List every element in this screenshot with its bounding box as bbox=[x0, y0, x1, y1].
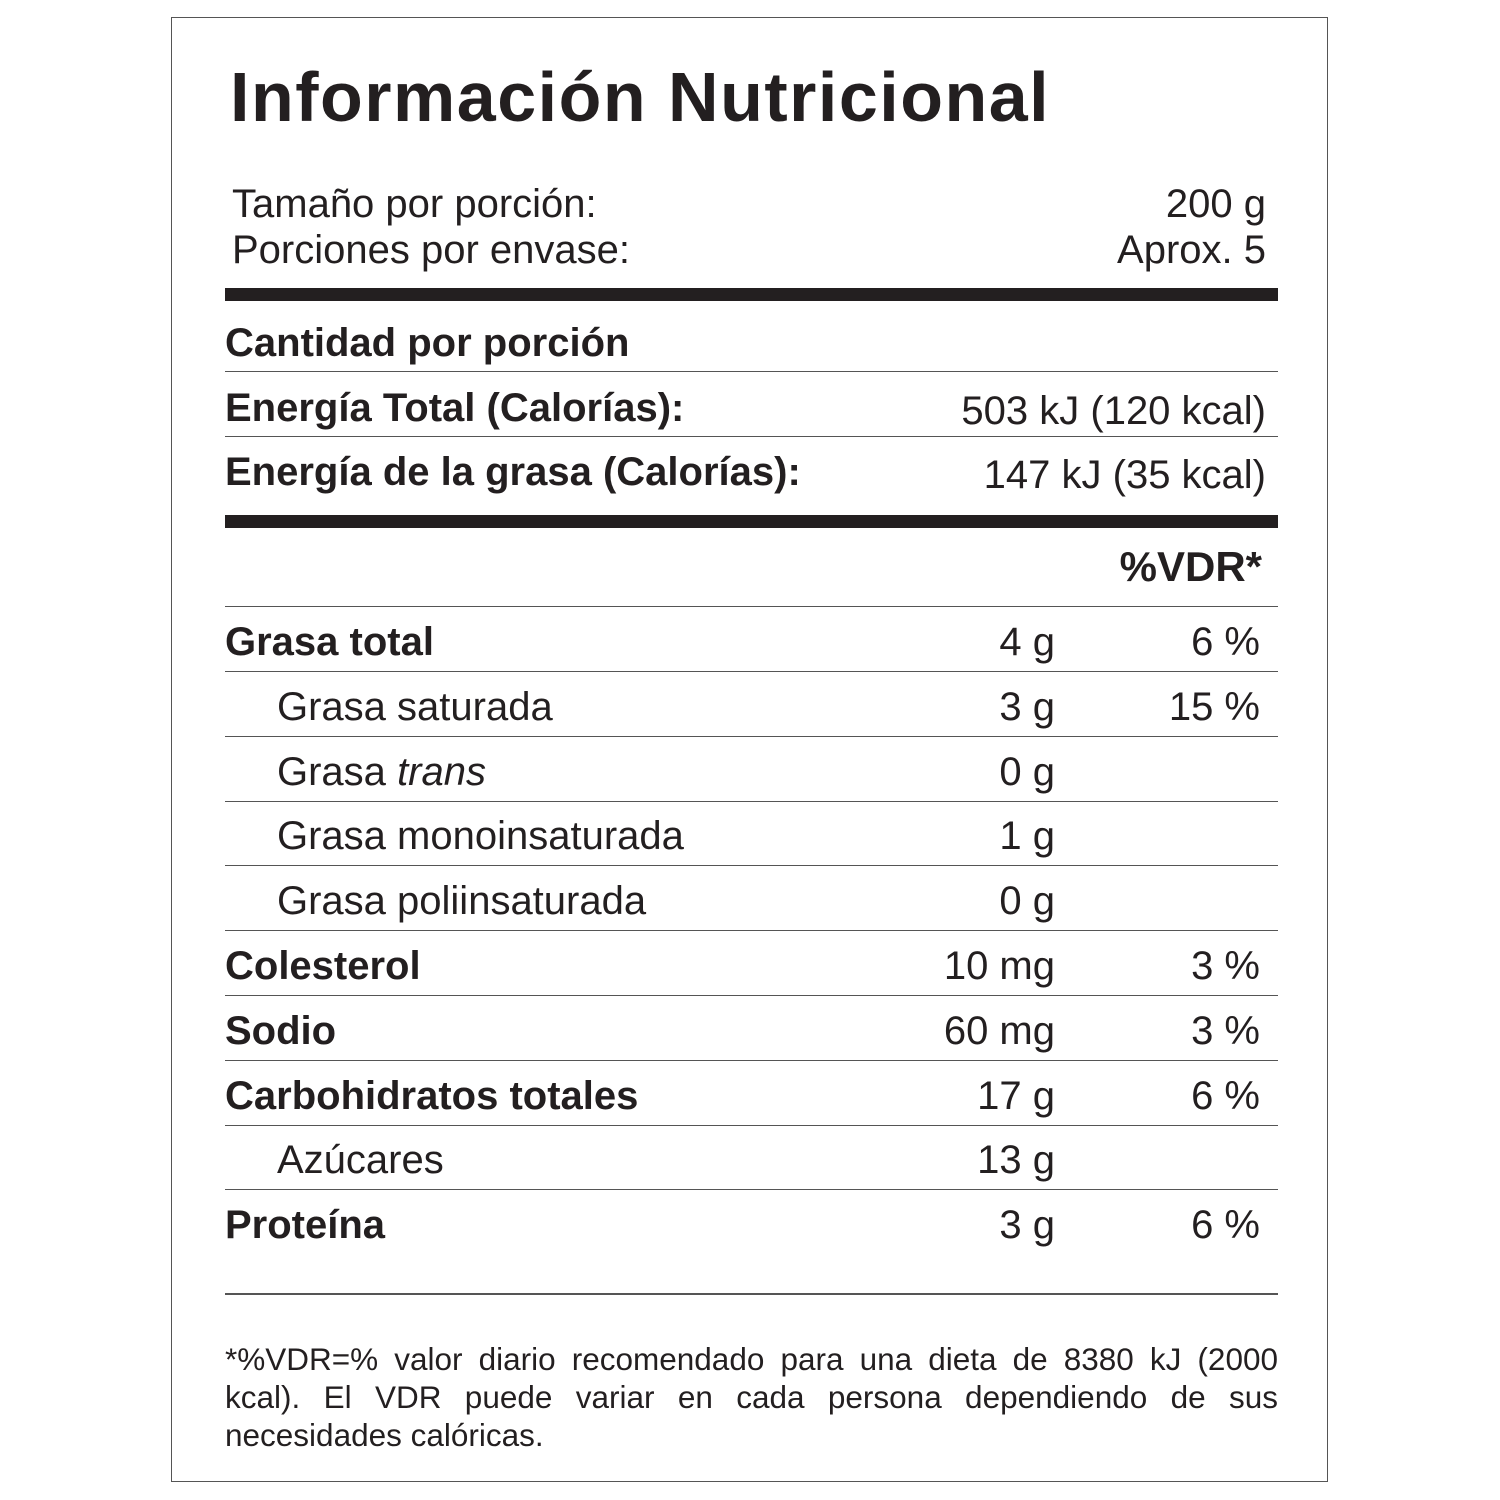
nutrient-name-text: Grasa monoinsaturada bbox=[277, 814, 684, 859]
nutrient-amount: 3 g bbox=[999, 1203, 1055, 1248]
nutrient-vdr: 3 % bbox=[1191, 944, 1260, 988]
rule bbox=[225, 930, 1278, 932]
nutrient-name-text: Carbohidratos totales bbox=[225, 1073, 639, 1118]
nutrient-name: Grasa monoinsaturada bbox=[277, 816, 684, 856]
nutrient-vdr: 6 % bbox=[1191, 1073, 1260, 1118]
nutrient-amount: 4 g bbox=[999, 620, 1055, 664]
rule bbox=[225, 371, 1278, 372]
nutrient-name: Grasa total bbox=[225, 622, 434, 662]
energy-value: 147 kJ (35 kcal) bbox=[983, 453, 1266, 497]
rule bbox=[225, 606, 1278, 607]
title: Información Nutricional bbox=[230, 58, 1051, 136]
nutrient-name-text: Grasa saturada bbox=[277, 684, 553, 729]
nutrient-name-text: Grasa total bbox=[225, 620, 434, 664]
rule bbox=[225, 436, 1278, 437]
serving-value: Aprox. 5 bbox=[1117, 228, 1266, 272]
nutrient-name-text: Proteína bbox=[225, 1203, 386, 1248]
nutrient-name-text: Azúcares bbox=[277, 1138, 444, 1183]
nutrient-name-text: Grasa poliinsaturada bbox=[277, 879, 647, 924]
nutrient-amount: 13 g bbox=[977, 1138, 1055, 1183]
nutrient-vdr: 15 % bbox=[1168, 684, 1260, 729]
serving-label: Porciones por envase: bbox=[232, 228, 631, 272]
energy-label: Energía Total (Calorías): bbox=[225, 386, 685, 430]
nutrient-name: Sodio bbox=[225, 1011, 336, 1051]
rule bbox=[225, 1293, 1278, 1295]
nutrient-name: Carbohidratos totales bbox=[225, 1076, 638, 1116]
nutrient-amount: 3 g bbox=[999, 684, 1055, 729]
rule bbox=[225, 1059, 1278, 1061]
rule bbox=[225, 1189, 1278, 1191]
nutrient-amount: 17 g bbox=[977, 1073, 1055, 1118]
footnote: *%VDR=% valor diario recomendado para un… bbox=[225, 1341, 1278, 1453]
nutrient-amount: 0 g bbox=[999, 749, 1055, 794]
nutrient-name: Grasa poliinsaturada bbox=[277, 881, 646, 921]
rule bbox=[225, 865, 1278, 867]
nutrient-name-text: Colesterol bbox=[225, 944, 421, 988]
rule bbox=[225, 800, 1278, 802]
label-frame bbox=[171, 17, 1328, 1482]
rule bbox=[225, 995, 1278, 996]
nutrient-name-italic: trans bbox=[397, 749, 486, 794]
serving-value: 200 g bbox=[1165, 182, 1266, 226]
divider bbox=[225, 288, 1278, 301]
nutrient-name: Azúcares bbox=[277, 1140, 444, 1180]
nutrient-vdr: 6 % bbox=[1191, 1203, 1260, 1248]
nutrient-amount: 10 mg bbox=[943, 944, 1055, 988]
divider bbox=[225, 515, 1278, 528]
amount-header: Cantidad por porción bbox=[225, 321, 630, 365]
serving-label: Tamaño por porción: bbox=[232, 182, 597, 226]
nutrient-name-text: Grasa bbox=[277, 749, 386, 794]
nutrient-name-text: Sodio bbox=[225, 1008, 337, 1053]
nutrient-name: Grasa trans bbox=[277, 752, 486, 792]
nutrient-name: Colesterol bbox=[225, 946, 421, 986]
energy-label: Energía de la grasa (Calorías): bbox=[225, 450, 801, 494]
rule bbox=[225, 671, 1278, 672]
nutrient-amount: 1 g bbox=[999, 814, 1055, 859]
nutrient-vdr: 3 % bbox=[1191, 1008, 1260, 1053]
vdr-header: %VDR* bbox=[1119, 543, 1262, 590]
energy-value: 503 kJ (120 kcal) bbox=[961, 389, 1266, 433]
nutrient-name: Proteína bbox=[225, 1205, 385, 1245]
nutrient-vdr: 6 % bbox=[1191, 620, 1260, 664]
nutrient-name: Grasa saturada bbox=[277, 687, 553, 727]
nutrient-amount: 0 g bbox=[999, 879, 1055, 924]
nutrient-amount: 60 mg bbox=[943, 1008, 1055, 1053]
rule bbox=[225, 1124, 1278, 1126]
rule bbox=[225, 735, 1278, 737]
